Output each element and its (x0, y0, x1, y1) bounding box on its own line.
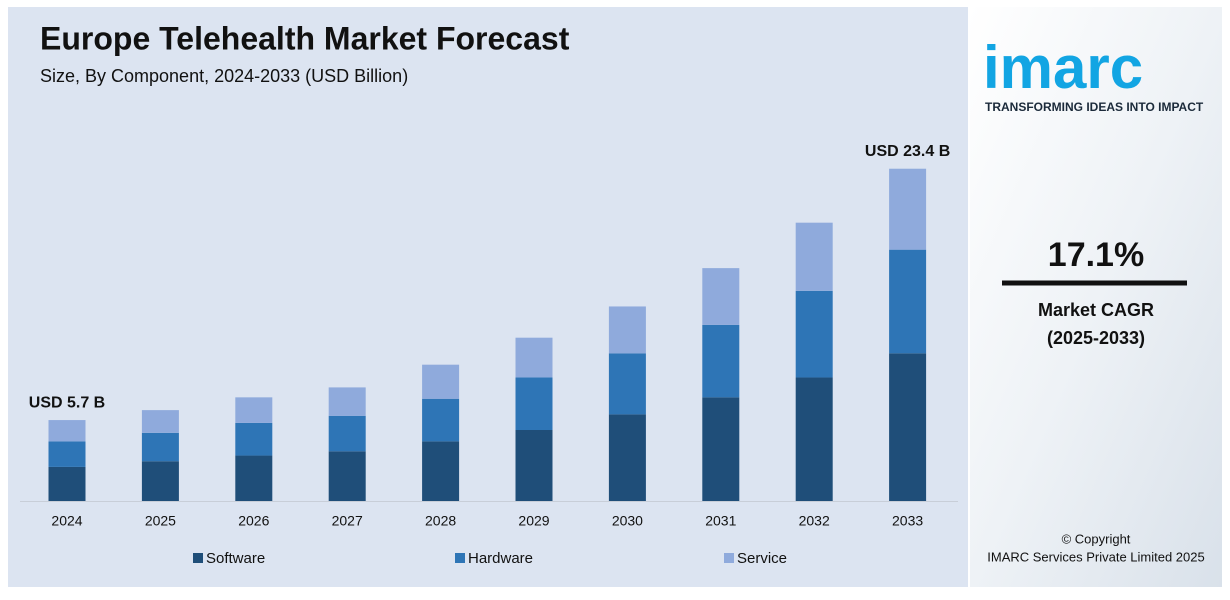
total-label: USD 5.7 B (29, 394, 105, 411)
bar-segment (515, 377, 553, 430)
company: IMARC Services Private Limited 2025 (987, 549, 1204, 564)
bar-segment (515, 430, 553, 501)
x-tick-label: 2031 (705, 513, 736, 529)
bar-segment (328, 387, 366, 416)
bar-segment (328, 451, 366, 501)
side-panel (970, 7, 1222, 587)
bar-segment (141, 461, 179, 501)
bar-segment (48, 420, 86, 442)
cagr-value: 17.1% (1048, 236, 1144, 274)
bar-segment (608, 414, 646, 501)
bar-segment (608, 353, 646, 415)
bar-segment (608, 306, 646, 354)
bar-segment (48, 441, 86, 467)
bar-segment (702, 397, 740, 501)
bar-segment (141, 410, 179, 433)
bar-segment (795, 377, 833, 501)
x-tick-label: 2027 (332, 513, 363, 529)
bar-segment (795, 222, 833, 291)
bar-segment (328, 415, 366, 452)
bar-segment (889, 353, 927, 501)
bar-segment (422, 441, 460, 501)
bar-segment (795, 290, 833, 378)
bar-segment (141, 432, 179, 462)
legend-label: Software (206, 550, 265, 567)
total-label: USD 23.4 B (865, 143, 950, 160)
x-tick-label: 2029 (518, 513, 549, 529)
x-tick-label: 2033 (892, 513, 923, 529)
x-tick-label: 2032 (799, 513, 830, 529)
legend-label: Hardware (468, 550, 533, 567)
legend-swatch (193, 553, 203, 563)
bar-segment (235, 455, 273, 501)
legend-swatch (724, 553, 734, 563)
x-tick-label: 2026 (238, 513, 269, 529)
bar-segment (235, 422, 273, 456)
chart-title: Europe Telehealth Market Forecast (40, 20, 570, 56)
tagline: TRANSFORMING IDEAS INTO IMPACT (985, 100, 1204, 114)
bar-segment (235, 397, 273, 423)
chart-subtitle: Size, By Component, 2024-2033 (USD Billi… (40, 66, 408, 86)
legend-swatch (455, 553, 465, 563)
bar-segment (515, 337, 553, 378)
cagr-label: Market CAGR (1038, 300, 1154, 320)
bar-segment (702, 268, 740, 325)
logo: imarc (983, 34, 1143, 101)
bar-segment (422, 364, 460, 399)
bar-segment (889, 168, 927, 250)
bar-segment (889, 249, 927, 354)
copyright: © Copyright (1062, 531, 1131, 546)
x-tick-label: 2024 (51, 513, 82, 529)
x-tick-label: 2028 (425, 513, 456, 529)
x-tick-label: 2025 (145, 513, 176, 529)
bar-segment (702, 324, 740, 398)
cagr-period: (2025-2033) (1047, 328, 1145, 348)
bar-segment (422, 398, 460, 442)
x-tick-label: 2030 (612, 513, 643, 529)
legend-label: Service (737, 550, 787, 567)
bar-segment (48, 466, 86, 501)
